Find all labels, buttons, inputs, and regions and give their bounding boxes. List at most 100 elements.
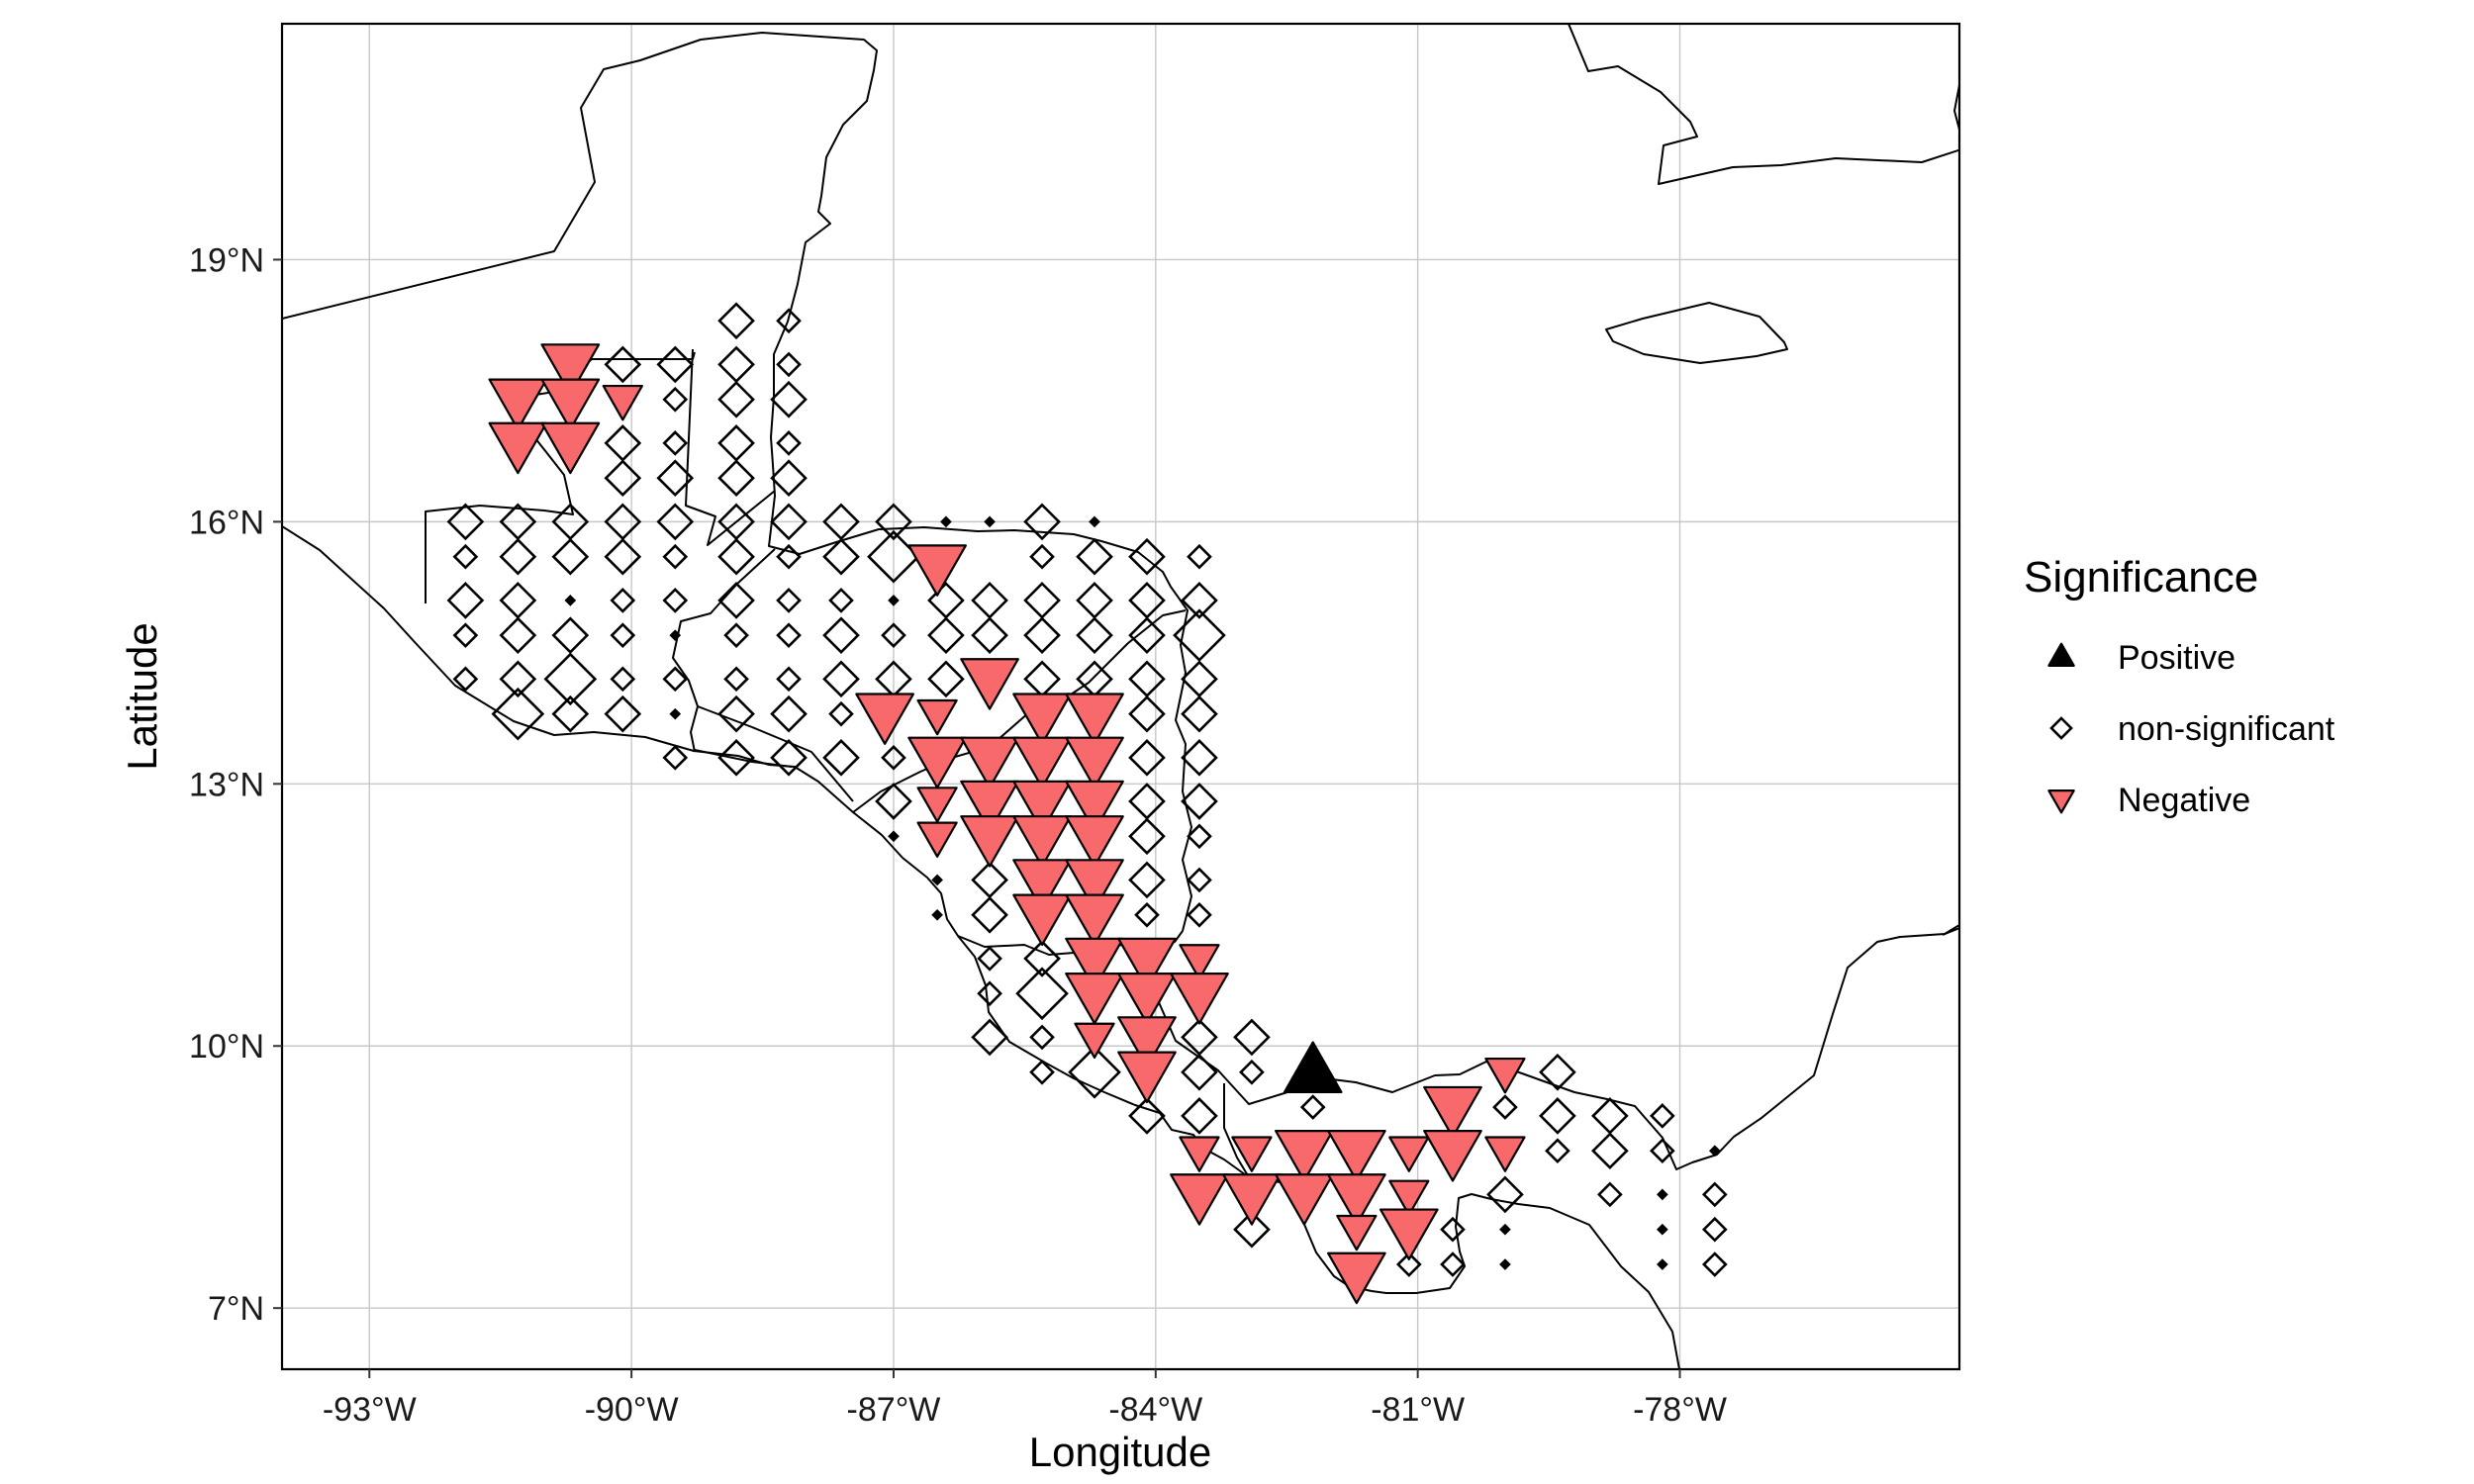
point-negative <box>1327 1173 1386 1226</box>
point-negative <box>1012 693 1072 745</box>
coastline-central-america <box>282 32 1959 1369</box>
point-nonsignificant <box>1181 738 1218 777</box>
point-negative <box>1012 815 1072 868</box>
point-negative <box>1012 736 1072 789</box>
point-nonsignificant <box>1701 1252 1728 1277</box>
point-nonsignificant <box>828 588 854 613</box>
point-negative <box>916 821 958 858</box>
point-nonsignificant <box>1708 1145 1721 1158</box>
point-nonsignificant <box>1701 1216 1728 1243</box>
point-nonsignificant <box>656 345 695 384</box>
point-nonsignificant <box>1128 861 1166 899</box>
point-nonsignificant <box>1597 1181 1623 1208</box>
point-nonsignificant <box>776 588 802 613</box>
point-nonsignificant <box>1128 783 1166 820</box>
point-nonsignificant <box>551 616 590 655</box>
point-nonsignificant <box>717 424 755 462</box>
point-nonsignificant <box>1128 738 1166 777</box>
point-nonsignificant <box>1239 1059 1265 1085</box>
point-nonsignificant <box>551 695 590 733</box>
point-nonsignificant <box>717 459 755 498</box>
point-nonsignificant <box>881 744 906 771</box>
point-nonsignificant <box>931 874 943 886</box>
point-nonsignificant <box>888 830 900 843</box>
legend-key-nonsignificant <box>2049 716 2073 740</box>
point-negative <box>1231 1136 1273 1172</box>
point-nonsignificant <box>1076 537 1113 576</box>
point-negative <box>960 780 1019 833</box>
point-negative <box>1012 893 1072 947</box>
point-nonsignificant <box>940 515 952 528</box>
point-negative <box>916 787 958 823</box>
point-nonsignificant <box>1233 1210 1271 1249</box>
point-nonsignificant <box>776 430 802 456</box>
point-nonsignificant <box>875 783 912 820</box>
point-negative <box>855 693 914 745</box>
point-nonsignificant <box>551 537 590 576</box>
point-nonsignificant <box>564 595 577 606</box>
point-nonsignificant <box>717 345 755 384</box>
point-nonsignificant <box>717 582 755 619</box>
point-nonsignificant <box>1181 695 1218 733</box>
point-nonsignificant <box>656 459 695 498</box>
legend-title: Significance <box>2024 553 2258 602</box>
point-nonsignificant <box>1650 1138 1675 1164</box>
point-nonsignificant <box>1181 783 1218 820</box>
x-tick-label: -93°W <box>323 1391 417 1429</box>
point-nonsignificant <box>1128 616 1166 655</box>
point-nonsignificant <box>1187 823 1212 850</box>
point-negative <box>488 378 548 431</box>
point-nonsignificant <box>662 744 689 771</box>
legend-key-positive <box>2047 642 2075 667</box>
point-nonsignificant <box>1499 1258 1511 1270</box>
point-nonsignificant <box>1650 1103 1675 1129</box>
border-costarica-panama <box>1223 1083 1250 1178</box>
point-negative <box>1117 973 1177 1025</box>
point-nonsignificant <box>662 666 689 693</box>
point-nonsignificant <box>1545 1138 1570 1164</box>
coastline-cuba <box>1488 24 1959 185</box>
point-nonsignificant <box>971 582 1008 619</box>
point-nonsignificant <box>669 707 682 720</box>
point-nonsignificant <box>776 308 802 334</box>
point-negative <box>1065 693 1124 745</box>
point-negative <box>907 736 967 789</box>
legend-label: Positive <box>2118 639 2236 677</box>
point-nonsignificant <box>452 543 479 570</box>
point-negative <box>916 698 958 736</box>
point-nonsignificant <box>1181 582 1218 619</box>
point-negative <box>1327 1252 1386 1305</box>
point-nonsignificant <box>1029 1024 1055 1051</box>
point-nonsignificant <box>984 515 996 528</box>
point-nonsignificant <box>717 302 755 340</box>
point-nonsignificant <box>1023 503 1061 541</box>
axis-ticks <box>273 258 1681 1378</box>
x-tick-label: -84°W <box>1108 1391 1202 1429</box>
point-nonsignificant <box>822 660 860 698</box>
x-tick-label: -87°W <box>847 1391 941 1429</box>
data-points <box>446 302 1728 1305</box>
legend-label: non-significant <box>2118 710 2335 748</box>
point-nonsignificant <box>499 582 537 619</box>
y-tick-label: 7°N <box>208 1290 264 1328</box>
point-nonsignificant <box>1076 616 1113 655</box>
point-nonsignificant <box>1023 660 1061 698</box>
point-nonsignificant <box>717 380 755 418</box>
point-nonsignificant <box>543 652 598 706</box>
point-negative <box>540 421 601 475</box>
x-tick-label: -78°W <box>1633 1391 1727 1429</box>
point-nonsignificant <box>717 738 755 777</box>
point-nonsignificant <box>723 622 749 649</box>
point-nonsignificant <box>1029 1059 1055 1085</box>
point-negative <box>1117 1016 1177 1068</box>
point-nonsignificant <box>1128 582 1166 619</box>
point-nonsignificant <box>1395 1252 1422 1277</box>
point-nonsignificant <box>971 1018 1008 1057</box>
point-nonsignificant <box>1076 582 1113 619</box>
border-mexico-guatemala <box>425 351 696 603</box>
point-negative <box>1379 1208 1439 1260</box>
y-tick-labels: 7°N 10°N 13°N 16°N 19°N <box>189 241 264 1328</box>
plot-panel-border <box>280 22 1961 1371</box>
point-nonsignificant <box>927 660 965 698</box>
x-tick-label: -90°W <box>585 1391 679 1429</box>
